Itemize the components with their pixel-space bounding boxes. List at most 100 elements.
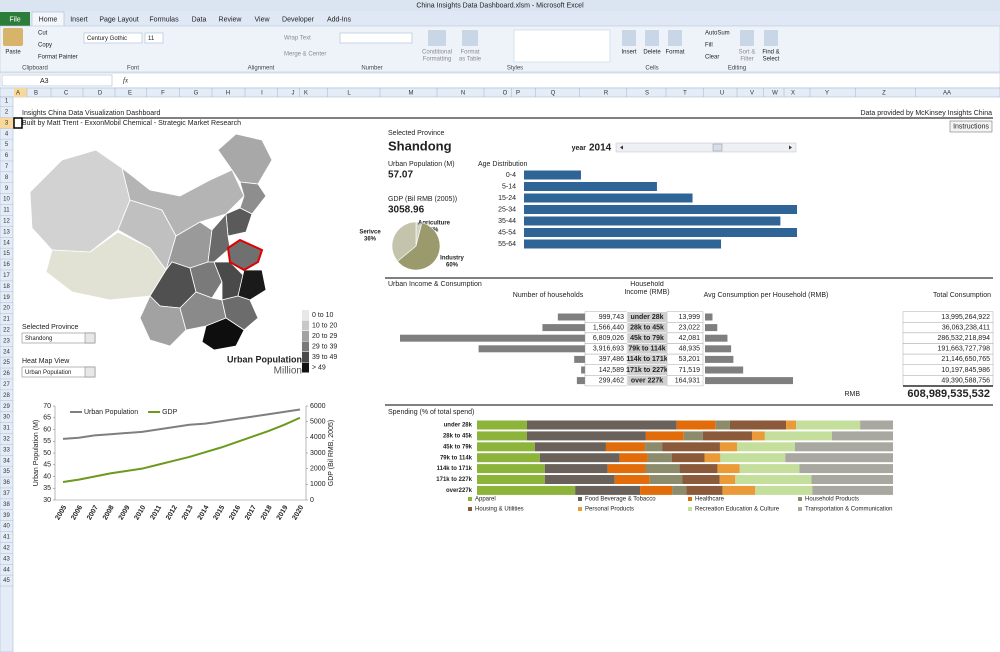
bar-segment xyxy=(477,442,535,452)
x-tick-label: 2017 xyxy=(244,504,258,521)
ribbon-button[interactable]: Fill xyxy=(705,43,713,49)
column-header: N xyxy=(461,91,465,97)
row-header: 10 xyxy=(3,197,10,203)
ribbon-button[interactable]: Format xyxy=(665,50,684,56)
ribbon-button[interactable]: Delete xyxy=(643,50,661,56)
bar xyxy=(524,216,781,226)
ribbon-button[interactable]: 11 xyxy=(148,36,155,42)
row-header: 17 xyxy=(3,273,10,279)
name-box[interactable] xyxy=(1,74,113,87)
ribbon-button[interactable]: Formatting xyxy=(423,57,452,63)
dropdown-arrow[interactable] xyxy=(84,332,96,344)
ribbon-button[interactable]: Paste xyxy=(5,50,21,56)
urban-pop-label: Urban Population (M) xyxy=(388,161,455,168)
ribbon-button[interactable]: Copy xyxy=(38,43,52,49)
ribbon-button[interactable]: Format Painter xyxy=(38,55,78,61)
column-header: R xyxy=(604,91,609,97)
number-format-box[interactable] xyxy=(339,32,413,44)
row-header: 4 xyxy=(5,131,9,137)
province xyxy=(237,269,267,301)
ribbon-button[interactable]: Insert xyxy=(621,50,636,56)
y-tick-label: 50 xyxy=(43,450,51,457)
format-icon[interactable] xyxy=(668,30,682,46)
bar-segment xyxy=(544,464,608,474)
ribbon-tab[interactable]: Data xyxy=(192,16,207,23)
find-icon[interactable] xyxy=(764,30,778,46)
cf-icon[interactable] xyxy=(428,30,446,46)
column-header: E xyxy=(128,91,132,97)
ribbon-tab[interactable]: File xyxy=(9,16,20,23)
pie-value: 60% xyxy=(446,263,459,269)
ribbon-button[interactable]: Conditional xyxy=(422,50,452,56)
bar-segment xyxy=(544,475,615,484)
ribbon-button[interactable]: AutoSum xyxy=(705,31,730,37)
province-name: Shandong xyxy=(388,138,452,153)
bar xyxy=(524,228,797,237)
styles-gallery[interactable] xyxy=(513,29,611,63)
legend-label: GDP xyxy=(162,409,178,416)
ribbon-tab[interactable]: Home xyxy=(39,16,58,23)
ribbon-tab[interactable]: Developer xyxy=(282,16,315,23)
bar-segment xyxy=(526,431,646,441)
table-icon[interactable] xyxy=(462,30,478,46)
insert-icon[interactable] xyxy=(622,30,636,46)
ribbon-button[interactable]: Select xyxy=(763,57,780,63)
scroll-arrow[interactable] xyxy=(789,145,792,150)
sort-icon[interactable] xyxy=(740,30,754,46)
ribbon-button[interactable]: Format xyxy=(460,50,479,56)
bar-segment xyxy=(739,464,800,474)
row-header: 35 xyxy=(3,469,10,475)
dropdown-arrow[interactable] xyxy=(84,366,96,378)
ribbon-button[interactable]: Find & xyxy=(762,50,779,56)
ribbon-tab[interactable]: Formulas xyxy=(149,16,179,23)
column-header: P xyxy=(516,91,520,97)
ribbon-button[interactable]: Century Gothic xyxy=(87,36,127,42)
ribbon-tab[interactable]: Review xyxy=(219,16,243,23)
file-tab[interactable] xyxy=(0,12,30,26)
ribbon-button[interactable]: Sort & xyxy=(739,50,756,56)
consumption-bar xyxy=(705,377,793,385)
bar-segment xyxy=(812,485,893,495)
scroll-arrow[interactable] xyxy=(620,145,623,150)
y2-tick-label: 3000 xyxy=(310,450,326,457)
window-title: China Insights Data Dashboard.xlsm - Mic… xyxy=(416,2,584,9)
bar-segment xyxy=(649,475,683,484)
column-header: D xyxy=(98,91,103,97)
household-value: 142,589 xyxy=(599,367,624,374)
bar-segment xyxy=(607,464,646,474)
ribbon-group-label: Cells xyxy=(645,66,658,72)
ribbon-button[interactable]: as Table xyxy=(459,57,482,63)
row-header: 45 xyxy=(3,578,10,584)
bar-segment xyxy=(671,453,705,463)
ribbon-button[interactable]: Filter xyxy=(740,57,753,63)
ribbon-button[interactable]: Wrap Text xyxy=(284,36,311,42)
size-box[interactable] xyxy=(144,32,164,44)
instructions-button[interactable] xyxy=(949,120,993,133)
map-legend-unit: Million xyxy=(274,366,302,377)
y2-tick-label: 4000 xyxy=(310,434,326,441)
ribbon-button[interactable]: Cut xyxy=(38,31,48,37)
bar-segment xyxy=(672,485,687,495)
ribbon-button[interactable]: Merge & Center xyxy=(284,52,326,58)
selected-province[interactable] xyxy=(226,238,264,272)
year-scrollbar[interactable] xyxy=(615,142,797,153)
legend-swatch xyxy=(468,507,472,511)
x-tick-label: 2012 xyxy=(165,504,179,521)
ribbon-tab[interactable]: Page Layout xyxy=(99,16,138,23)
ribbon-tab[interactable]: View xyxy=(254,16,270,23)
ribbon-button[interactable]: Clear xyxy=(705,55,719,61)
paste-icon[interactable] xyxy=(3,28,23,46)
font-box[interactable] xyxy=(83,32,143,44)
column-header: U xyxy=(720,91,724,97)
bar-segment xyxy=(534,442,606,452)
bar-segment xyxy=(755,485,813,495)
map-legend-label: 20 to 29 xyxy=(312,333,337,340)
bar-segment xyxy=(619,453,648,463)
ribbon-tab[interactable]: Insert xyxy=(70,16,88,23)
ribbon-tab[interactable]: Add-Ins xyxy=(327,16,352,23)
year-thumb[interactable] xyxy=(712,143,723,152)
active-cell[interactable] xyxy=(13,117,23,129)
delete-icon[interactable] xyxy=(645,30,659,46)
chart-title: Urban Income & Consumption xyxy=(388,281,482,288)
category-label: 25-34 xyxy=(498,206,516,213)
